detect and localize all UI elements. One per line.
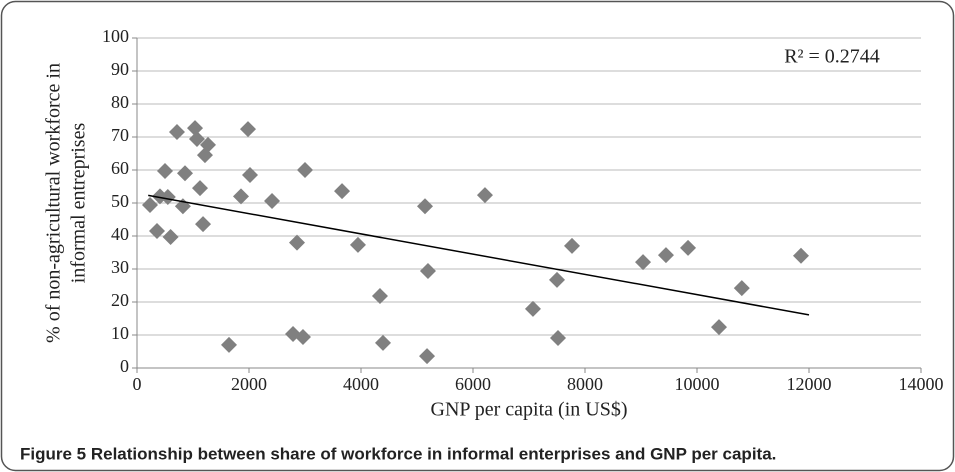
- y-tick-label: 80: [111, 92, 129, 112]
- x-tick-label: 12000: [787, 374, 832, 394]
- y-axis-label: % of non-agricultural workforce in: [43, 63, 65, 343]
- x-tick-label: 10000: [675, 374, 720, 394]
- point: [375, 334, 392, 351]
- point: [419, 262, 436, 279]
- point: [264, 193, 281, 210]
- y-tick-label: 70: [111, 125, 129, 145]
- point: [334, 183, 351, 200]
- point: [188, 130, 205, 147]
- point: [187, 120, 204, 137]
- point: [635, 254, 652, 271]
- point: [141, 196, 158, 213]
- point: [476, 187, 493, 204]
- point: [232, 188, 249, 205]
- point: [168, 124, 185, 141]
- point: [157, 162, 173, 179]
- point: [524, 300, 541, 317]
- y-tick-label: 0: [120, 356, 129, 376]
- point: [242, 166, 259, 183]
- point: [221, 336, 238, 353]
- x-tick-label: 2000: [231, 374, 267, 394]
- point: [657, 247, 674, 264]
- point: [733, 280, 750, 297]
- y-tick-label: 20: [111, 290, 129, 310]
- point: [297, 162, 313, 178]
- x-tick-label: 6000: [455, 374, 491, 394]
- x-tick-label: 4000: [343, 374, 379, 394]
- y-tick-label: 90: [111, 59, 129, 79]
- point: [711, 319, 728, 336]
- point: [371, 288, 388, 305]
- point: [239, 121, 256, 138]
- point: [176, 165, 193, 182]
- x-axis-label: GNP per capita (in US$): [431, 399, 628, 421]
- y-tick-label: 60: [111, 158, 129, 178]
- y-tick-label: 30: [111, 257, 129, 277]
- point: [680, 239, 697, 256]
- x-tick-label: 8000: [567, 374, 603, 394]
- point: [200, 136, 217, 153]
- x-tick-label: 0: [133, 374, 142, 394]
- point: [419, 348, 436, 365]
- caption: Figure 5 Relationship between share of w…: [20, 444, 776, 463]
- x-tick-label: 14000: [899, 374, 944, 394]
- y-tick-label: 100: [102, 26, 129, 46]
- point: [550, 329, 567, 346]
- point: [417, 198, 434, 215]
- trend-line: [148, 194, 810, 316]
- point: [192, 180, 208, 197]
- r-squared: R² = 0.2744: [784, 46, 880, 68]
- y-tick-label: 50: [111, 191, 129, 211]
- point: [162, 228, 179, 245]
- y-axis-label: informal entreprises: [68, 123, 90, 284]
- point: [294, 328, 311, 345]
- point: [549, 271, 565, 288]
- point: [288, 234, 305, 251]
- point: [349, 236, 366, 253]
- y-tick-label: 40: [111, 224, 129, 244]
- point: [159, 189, 176, 206]
- y-tick-label: 10: [111, 323, 129, 343]
- point: [564, 237, 581, 254]
- point: [195, 216, 212, 233]
- point: [148, 223, 165, 240]
- point: [792, 247, 809, 264]
